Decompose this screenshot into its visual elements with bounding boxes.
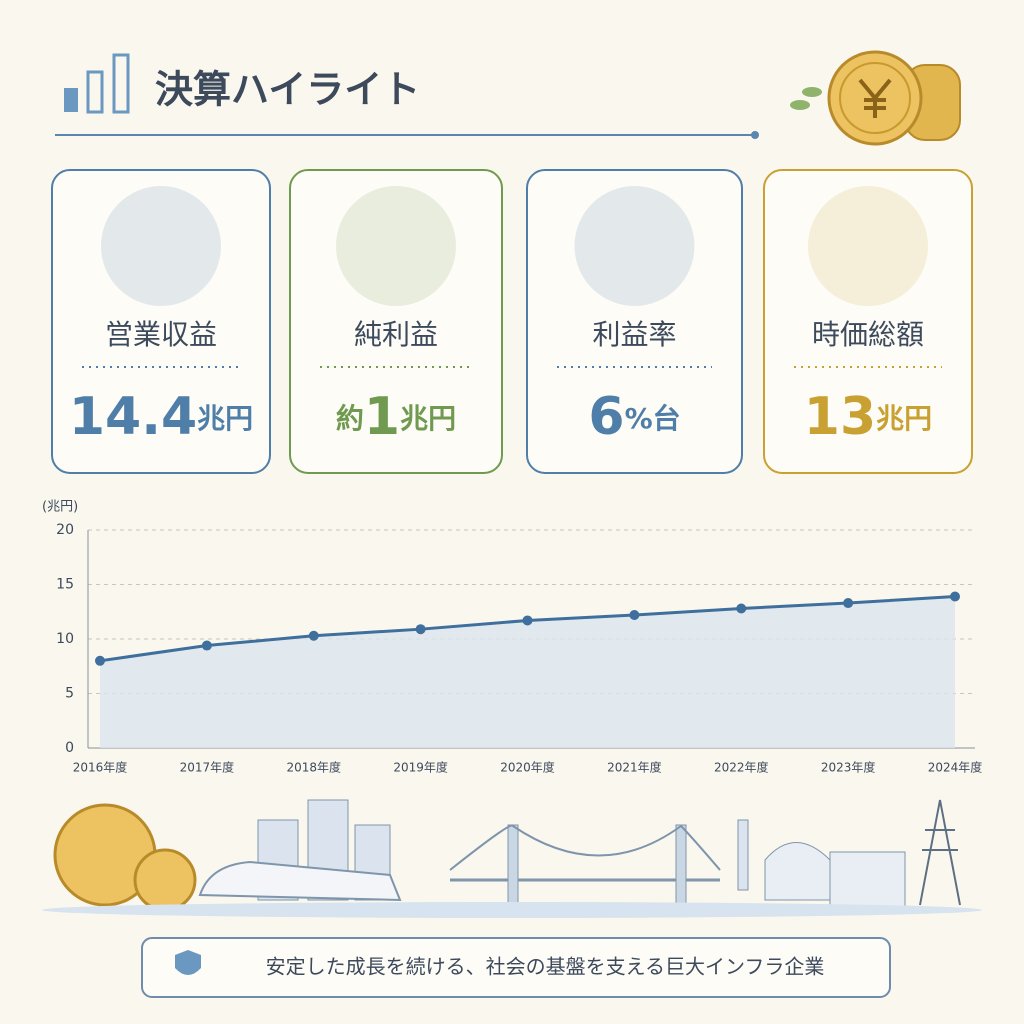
x-tick-label: 2023年度 (821, 760, 876, 775)
x-tick-label: 2017年度 (180, 760, 235, 775)
header-icon (64, 53, 130, 114)
area (100, 596, 955, 748)
value-prefix: 約 (336, 402, 364, 435)
value-suffix: 兆円 (197, 402, 253, 435)
point (415, 624, 426, 635)
value-main: 13 (804, 387, 876, 447)
card-label: 純利益 (354, 318, 438, 351)
card-value: 13兆円 (804, 387, 932, 447)
value-main: 6 (588, 387, 624, 447)
value-suffix: %台 (625, 402, 681, 435)
x-tick-label: 2022年度 (714, 760, 769, 775)
card (763, 169, 973, 474)
coin-decor (790, 50, 961, 146)
y-tick-label: 0 (65, 740, 74, 756)
card-value: 14.4兆円 (69, 387, 253, 447)
point (308, 630, 319, 641)
card-value: 約1兆円 (336, 387, 456, 447)
x-tick-label: 2016年度 (73, 760, 128, 775)
footer-text: 安定した成長を続ける、社会の基盤を支える巨大インフラ企業 (266, 955, 825, 979)
card-label: 時価総額 (812, 318, 924, 351)
value-suffix: 兆円 (400, 402, 456, 435)
point (522, 615, 533, 626)
x-tick-label: 2024年度 (928, 760, 983, 775)
value-main: 14.4 (69, 387, 197, 447)
point (95, 655, 105, 666)
x-tick-label: 2018年度 (286, 760, 341, 775)
value-main: 1 (364, 387, 400, 447)
x-tick-label: 2021年度 (607, 760, 662, 775)
card-label: 営業収益 (105, 318, 217, 351)
card (289, 169, 503, 474)
y-tick-label: 20 (56, 522, 74, 538)
point (950, 591, 960, 602)
card (526, 169, 743, 474)
card-icon (574, 186, 695, 306)
value-suffix: 兆円 (876, 402, 932, 435)
point (736, 603, 747, 614)
y-axis-label: (兆円) (42, 500, 78, 515)
card (51, 169, 271, 474)
footer-box (141, 937, 891, 998)
point (201, 640, 212, 651)
shield-icon (175, 950, 201, 975)
y-tick-label: 15 (56, 577, 74, 593)
skyline-decor (42, 799, 982, 918)
rule-dot (751, 131, 759, 139)
card-icon (808, 186, 928, 306)
y-tick-label: 10 (56, 631, 74, 647)
card-icon (101, 186, 221, 306)
point (629, 610, 640, 621)
y-tick-label: 5 (65, 686, 74, 702)
title: 決算ハイライト (155, 68, 420, 112)
card-value: 6%台 (588, 387, 680, 447)
card-label: 利益率 (592, 318, 676, 351)
card-icon (336, 186, 456, 306)
chart: (兆円) 0 5 10 15 20 2016年度 2017年度 2018年度 2019年度 2020… (42, 500, 982, 775)
x-tick-label: 2019年度 (393, 760, 448, 775)
x-tick-label: 2020年度 (500, 760, 555, 775)
point (843, 598, 854, 609)
